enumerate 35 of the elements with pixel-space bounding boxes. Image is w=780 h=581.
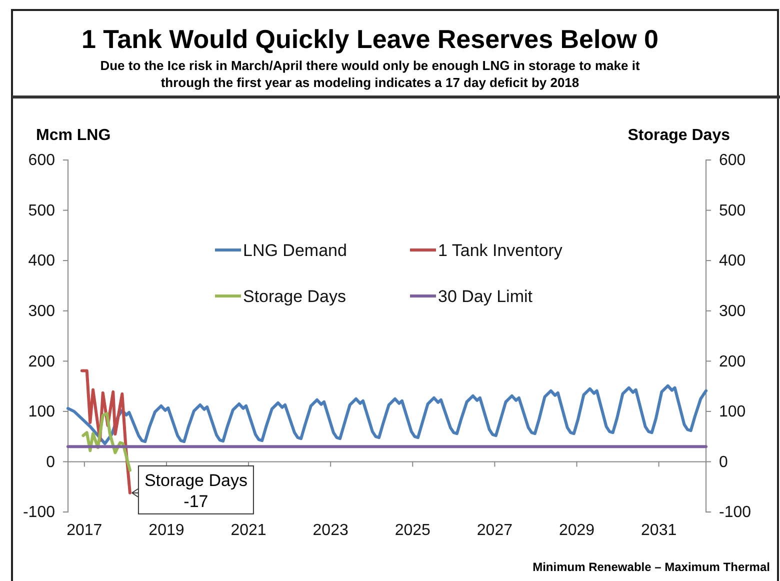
x-tick-label: 2019 bbox=[148, 522, 184, 539]
y2-tick-label: 100 bbox=[719, 404, 746, 421]
x-tick-label: 2017 bbox=[66, 522, 102, 539]
legend-label: 30 Day Limit bbox=[438, 287, 533, 306]
x-tick-label: 2025 bbox=[394, 522, 431, 539]
line-series bbox=[66, 384, 708, 446]
y2-axis-title: Storage Days bbox=[628, 127, 730, 144]
y2-tick-label: 0 bbox=[719, 454, 728, 471]
y-tick-label: 0 bbox=[46, 454, 56, 471]
y2-tick-label: 500 bbox=[719, 202, 746, 220]
annotation: Storage Days -17 bbox=[144, 470, 248, 511]
x-tick-label: 2031 bbox=[641, 522, 677, 539]
legend-label: LNG Demand bbox=[243, 241, 347, 260]
x-tick-label: 2021 bbox=[230, 522, 266, 539]
y-tick-label: 500 bbox=[28, 202, 56, 220]
y2-tick-label: 400 bbox=[719, 252, 746, 270]
x-tick-label: 2027 bbox=[476, 522, 513, 539]
chart-title: 1 Tank Would Quickly Leave Reserves Below 0 bbox=[81, 24, 659, 54]
x-tick-label: 2023 bbox=[312, 522, 348, 539]
y-axis-title: Mcm LNG bbox=[36, 127, 111, 144]
y-tick-label: 100 bbox=[28, 404, 56, 421]
legend-label: 1 Tank Inventory bbox=[438, 241, 563, 260]
y2-tick-label: 300 bbox=[719, 302, 746, 320]
y-tick-label: -100 bbox=[22, 504, 56, 522]
y-tick-label: 200 bbox=[28, 353, 56, 370]
y2-tick-label: 200 bbox=[719, 353, 746, 370]
y2-tick-label: -100 bbox=[719, 504, 752, 522]
x-tick-label: 2029 bbox=[558, 522, 595, 539]
y-tick-label: 400 bbox=[28, 252, 56, 270]
y-tick-label: 600 bbox=[28, 152, 56, 170]
y2-tick-label: 600 bbox=[719, 152, 746, 170]
chart-subtitle: Due to the Ice risk in March/April there would only be enough LNG in storage to make it through the first year as modeling indicates a 17 day deficit by 2018 bbox=[100, 58, 640, 90]
text: Minimum Renewable – Maximum Thermal bbox=[532, 560, 770, 574]
y-tick-label: 300 bbox=[28, 302, 56, 320]
legend-label: Storage Days bbox=[243, 287, 346, 306]
